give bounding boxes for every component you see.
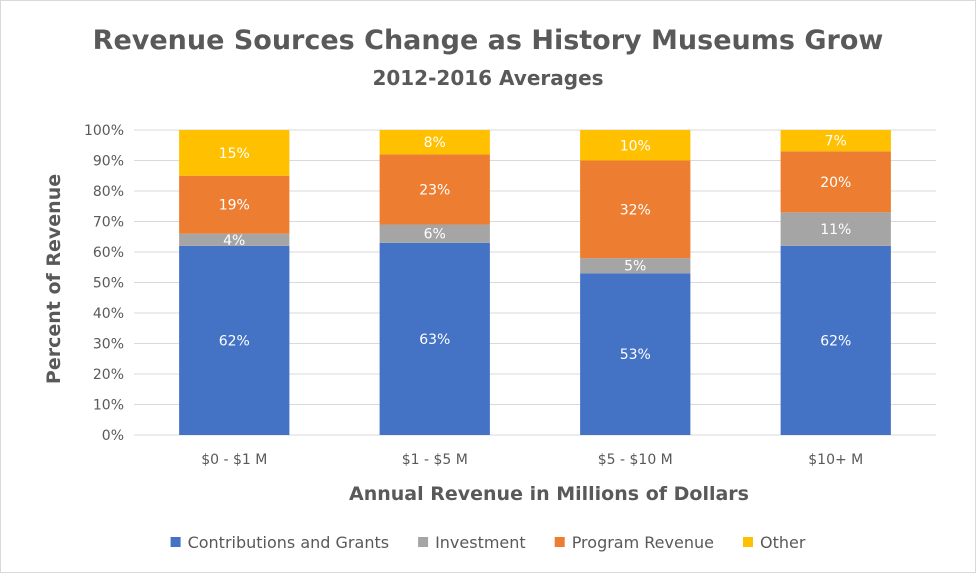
- data-label: 19%: [219, 198, 250, 214]
- legend-swatch: [170, 537, 181, 547]
- x-tick-label: $5 - $10 M: [598, 452, 673, 468]
- legend-label: Contributions and Grants: [188, 533, 389, 552]
- x-tick-label: $0 - $1 M: [201, 452, 267, 468]
- legend-label: Program Revenue: [572, 533, 714, 552]
- data-label: 8%: [424, 135, 446, 151]
- legend-swatch: [418, 537, 429, 547]
- data-label: 32%: [620, 202, 651, 218]
- bar-segment: [379, 154, 490, 225]
- legend-label: Other: [760, 533, 806, 552]
- data-label: 15%: [219, 146, 250, 162]
- bar-segment: [179, 175, 290, 234]
- data-label: 62%: [820, 333, 851, 349]
- bar-segment: [780, 151, 891, 213]
- legend-swatch: [554, 537, 565, 547]
- bar-segment: [179, 245, 290, 435]
- data-label: 10%: [620, 138, 651, 154]
- data-label: 6%: [424, 227, 446, 243]
- data-label: 5%: [624, 259, 646, 275]
- legend-swatch: [742, 537, 753, 547]
- bars: 62% 4% 19% 15% 63% 6% 23% 8% 53% 5% 32% 10% 62% 11% 20…: [179, 130, 891, 435]
- data-label: 23%: [419, 182, 450, 198]
- y-tick-label: 90%: [93, 154, 124, 170]
- y-tick-label: 100%: [84, 123, 124, 139]
- y-tick-label: 50%: [93, 276, 124, 292]
- bar-segment: [379, 224, 490, 243]
- y-tick-label: 80%: [93, 184, 124, 200]
- legend: Contributions and Grants Investment Progra…: [170, 533, 806, 552]
- data-label: 62%: [219, 333, 250, 349]
- x-tick-label: $1 - $5 M: [402, 452, 468, 468]
- bar-segment: [580, 273, 691, 435]
- bar-segment: [580, 160, 691, 259]
- bar-segment: [780, 245, 891, 435]
- data-label: 7%: [825, 134, 847, 150]
- bar-segment: [379, 242, 490, 435]
- bar-segment: [179, 130, 290, 176]
- legend-label: Investment: [435, 533, 526, 552]
- data-label: 4%: [223, 233, 245, 249]
- chart-subtitle: 2012-2016 Averages: [372, 66, 603, 90]
- y-tick-label: 0%: [102, 428, 124, 444]
- y-axis-ticks: 0% 10% 20% 30% 40% 50% 60% 70% 80% 90% 100%: [84, 123, 124, 444]
- data-label: 11%: [820, 222, 851, 238]
- y-tick-label: 10%: [93, 398, 124, 414]
- y-tick-label: 30%: [93, 337, 124, 353]
- x-axis-title: Annual Revenue in Millions of Dollars: [349, 483, 749, 505]
- y-tick-label: 70%: [93, 215, 124, 231]
- bar-segment: [179, 233, 290, 246]
- bar-segment: [580, 130, 691, 161]
- bar-segment: [780, 130, 891, 152]
- y-tick-label: 40%: [93, 306, 124, 322]
- bar-segment: [379, 130, 490, 155]
- y-tick-label: 60%: [93, 245, 124, 261]
- x-axis-ticks: $0 - $1 M $1 - $5 M $5 - $10 M $10+ M: [201, 452, 863, 468]
- bar-segment: [580, 258, 691, 274]
- x-tick-label: $10+ M: [808, 452, 863, 468]
- data-label: 20%: [820, 175, 851, 191]
- data-label: 63%: [419, 332, 450, 348]
- y-axis-title: Percent of Revenue: [43, 174, 65, 384]
- chart-title: Revenue Sources Change as History Museum…: [93, 25, 884, 56]
- bar-segment: [780, 212, 891, 246]
- y-tick-label: 20%: [93, 367, 124, 383]
- data-label: 53%: [620, 347, 651, 363]
